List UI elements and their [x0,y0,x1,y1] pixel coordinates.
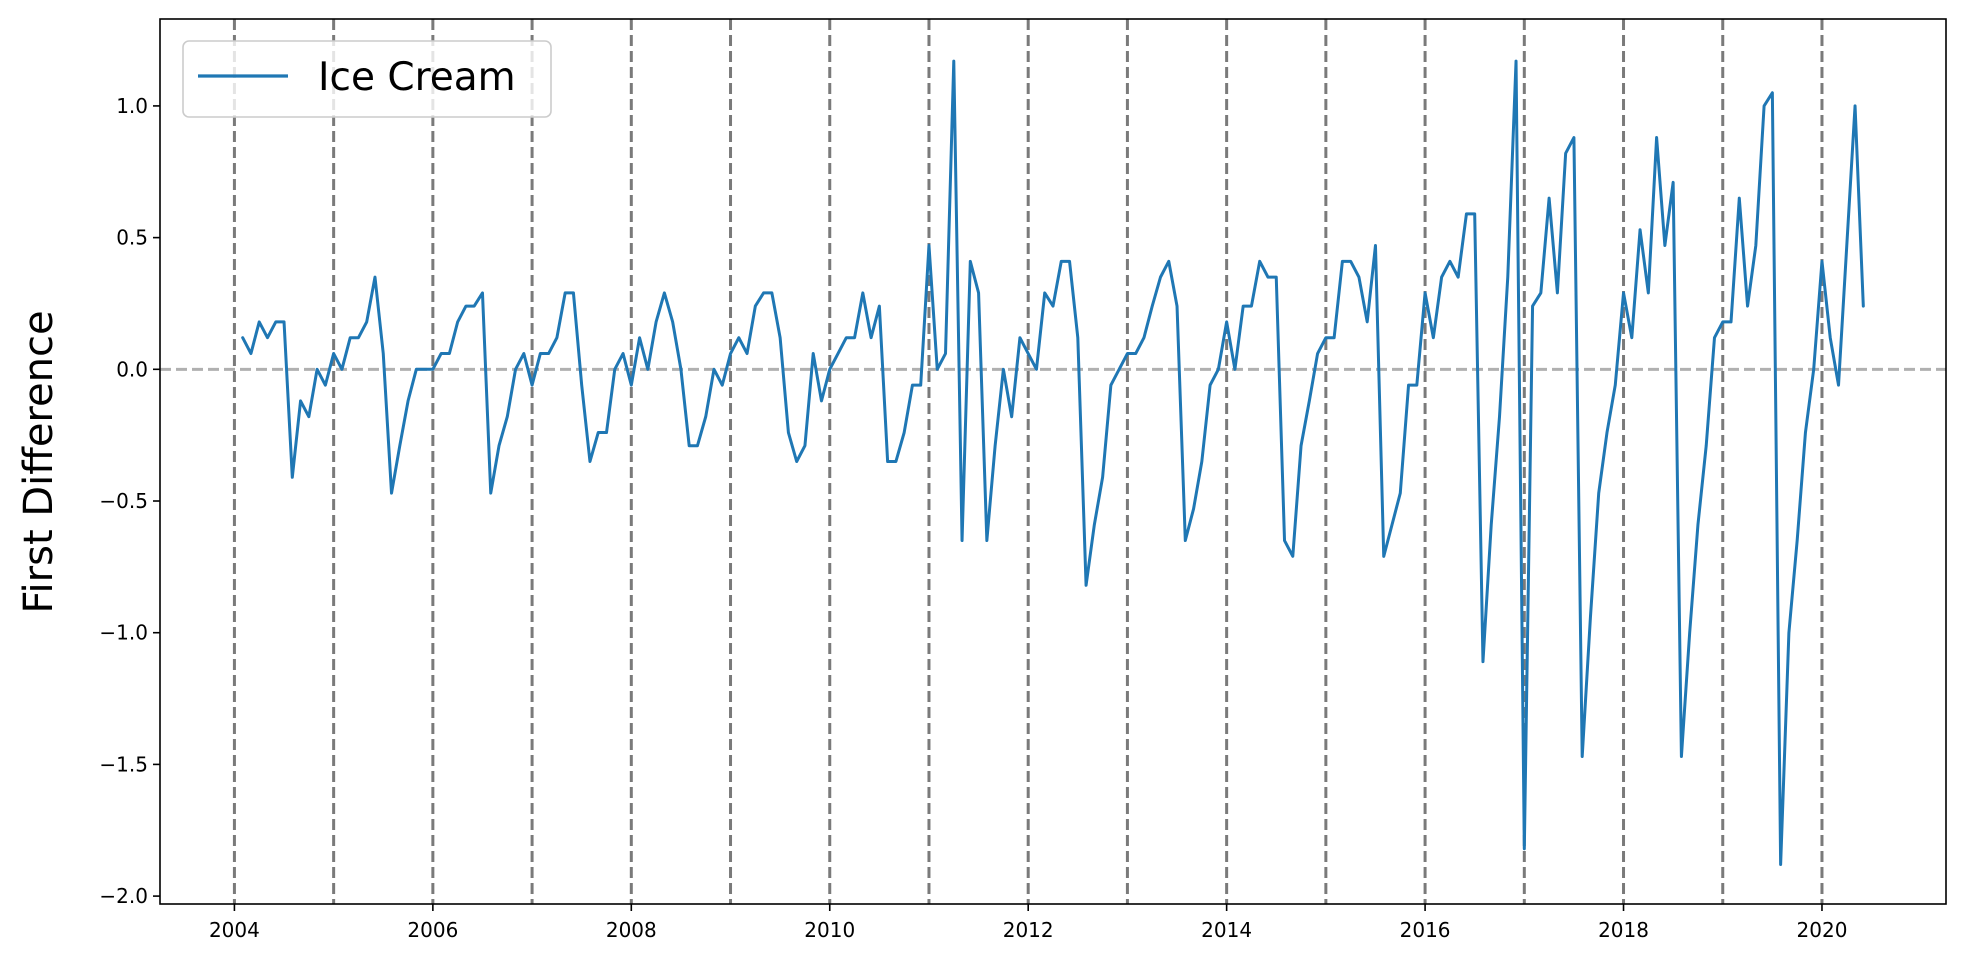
legend-label-ice-cream: Ice Cream [318,55,516,100]
x-axis: 2004 2006 2008 2010 2012 2014 2016 2018 2020 [209,904,1847,942]
series-lines [241,59,1865,866]
x-tick-label: 2016 [1400,918,1451,942]
y-tick-label: −1.5 [99,752,148,776]
y-tick-label: −2.0 [99,884,148,908]
plot-frame [159,18,1947,905]
legend: Ice Cream [182,40,552,118]
y-tick-label: −0.5 [99,489,148,513]
x-tick-label: 2008 [606,918,657,942]
y-tick-label: 0.5 [116,226,148,250]
x-tick-label: 2006 [407,918,458,942]
y-tick-label: 0.0 [116,357,148,381]
y-tick-label: 1.0 [116,94,148,118]
x-tick-label: 2012 [1003,918,1054,942]
x-tick-label: 2020 [1797,918,1848,942]
legend-box [182,40,552,118]
y-axis-title: First Difference [16,310,62,613]
x-tick-label: 2004 [209,918,260,942]
y-axis: 1.0 0.5 0.0 −0.5 −1.0 −1.5 −2.0 [99,94,160,908]
x-tick-label: 2014 [1201,918,1252,942]
x-tick-label: 2018 [1598,918,1649,942]
y-tick-label: −1.0 [99,621,148,645]
series-line-ice-cream [241,59,1865,866]
x-tick-label: 2010 [804,918,855,942]
